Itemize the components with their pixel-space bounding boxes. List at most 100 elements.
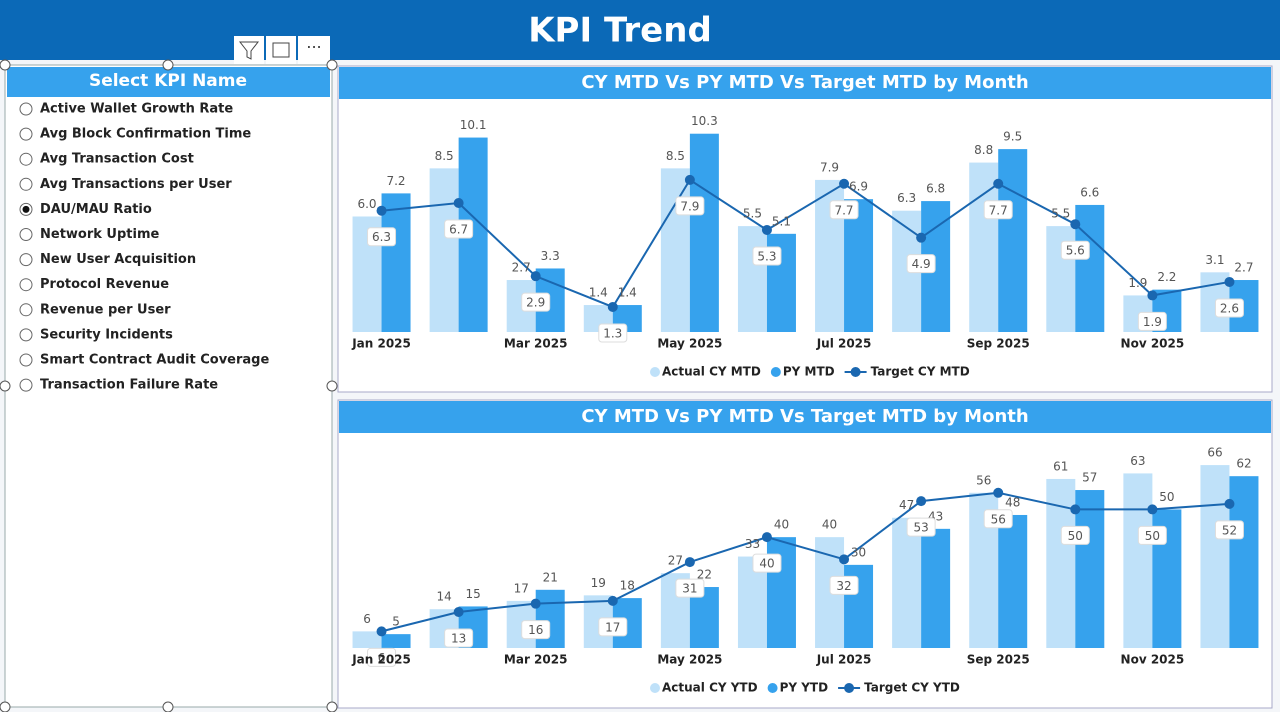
data-label: 22 — [697, 568, 712, 582]
radio[interactable] — [19, 102, 33, 116]
line-point — [1070, 219, 1081, 230]
line-point — [761, 224, 772, 235]
radio[interactable] — [19, 152, 33, 166]
data-label: 8.8 — [974, 143, 993, 157]
line-point — [376, 626, 387, 637]
data-label: 9.5 — [1003, 130, 1022, 144]
slicer-item[interactable]: Active Wallet Growth Rate — [40, 102, 233, 117]
data-label: 56 — [976, 473, 991, 487]
line-point — [761, 532, 772, 543]
line-point — [453, 198, 464, 209]
radio[interactable] — [19, 303, 33, 317]
x-tick-label: Jan 2025 — [351, 337, 411, 351]
focus-icon[interactable] — [266, 36, 296, 64]
data-label: 32 — [836, 579, 851, 593]
data-label: 6.8 — [926, 182, 945, 196]
data-label: 31 — [682, 582, 697, 596]
data-label-box — [598, 323, 628, 343]
data-label: 4.9 — [912, 257, 931, 271]
slicer-header — [7, 67, 330, 97]
data-label: 2.7 — [512, 261, 531, 275]
filter-icon[interactable] — [234, 36, 264, 64]
bar — [1075, 204, 1105, 332]
chart-title: CY MTD Vs PY MTD Vs Target MTD by Month — [581, 406, 1028, 427]
chart-title: CY MTD Vs PY MTD Vs Target MTD by Month — [581, 72, 1028, 93]
handle — [0, 59, 11, 71]
slicer-title: Select KPI Name — [89, 71, 247, 91]
target-line — [381, 178, 1230, 309]
data-label: 7.7 — [834, 203, 853, 217]
line-point — [839, 178, 850, 189]
line-point — [916, 496, 927, 507]
line-point — [993, 487, 1004, 498]
data-label-box — [1214, 298, 1244, 318]
handle — [326, 380, 338, 392]
bar — [535, 589, 565, 648]
data-label: 1.4 — [618, 286, 637, 300]
slicer-item[interactable]: New User Acquisition — [40, 252, 196, 267]
data-label: 17 — [605, 620, 620, 634]
handle — [326, 59, 338, 71]
slicer-item[interactable]: Security Incidents — [40, 327, 173, 342]
x-tick-label: Nov 2025 — [1121, 337, 1185, 351]
data-label: 56 — [991, 512, 1006, 526]
data-label: 2.7 — [1234, 261, 1253, 275]
bar — [998, 149, 1028, 332]
data-label: 50 — [1145, 529, 1160, 543]
radio[interactable] — [19, 328, 33, 342]
data-label: 3.3 — [541, 249, 560, 263]
radio[interactable] — [19, 127, 33, 141]
legend-label: PY YTD — [780, 681, 829, 695]
slicer-item[interactable]: Avg Block Confirmation Time — [40, 127, 251, 142]
chart-panel — [337, 65, 1273, 393]
data-label: 50 — [1068, 529, 1083, 543]
slicer-item[interactable]: Transaction Failure Rate — [40, 378, 218, 393]
radio[interactable] — [19, 353, 33, 367]
data-label: 1.4 — [589, 286, 608, 300]
data-label: 3.1 — [1205, 253, 1224, 267]
data-label: 1.3 — [603, 326, 622, 340]
radio[interactable] — [19, 378, 33, 392]
slicer-panel — [4, 64, 333, 708]
slicer-item[interactable]: Smart Contract Audit Coverage — [40, 353, 269, 368]
bar — [660, 168, 690, 332]
slicer-item[interactable]: DAU/MAU Ratio — [40, 202, 152, 217]
line-point — [1224, 276, 1235, 287]
data-label: 40 — [759, 557, 774, 571]
bar — [892, 517, 922, 648]
radio[interactable] — [19, 278, 33, 292]
legend-label: Target CY YTD — [864, 681, 960, 695]
radio[interactable] — [19, 177, 33, 191]
bar — [381, 193, 411, 332]
line-point — [684, 557, 695, 568]
more-icon[interactable] — [298, 36, 330, 64]
line-point — [530, 271, 541, 282]
radio[interactable] — [19, 253, 33, 267]
slicer-item[interactable]: Revenue per User — [40, 302, 171, 317]
radio[interactable] — [19, 228, 33, 241]
resize-handles — [0, 59, 338, 713]
data-label: 1.9 — [1128, 276, 1147, 290]
data-label-box — [1060, 525, 1090, 545]
slicer-item[interactable]: Network Uptime — [40, 227, 160, 242]
data-label-box — [752, 246, 782, 266]
data-label: 8.5 — [666, 149, 685, 163]
slicer-item[interactable]: Avg Transaction Cost — [40, 152, 194, 167]
data-label-box — [1137, 311, 1167, 331]
slicer-item[interactable]: Protocol Revenue — [40, 277, 169, 292]
chart-title-bar — [339, 401, 1271, 433]
data-label-box — [367, 647, 397, 667]
data-label: 2.6 — [1220, 301, 1239, 315]
data-label-box — [906, 517, 936, 537]
data-label: 6 — [363, 612, 371, 626]
slicer-item[interactable]: Avg Transactions per User — [40, 177, 232, 192]
legend-label: Target CY MTD — [871, 365, 970, 379]
legend-label: Actual CY MTD — [662, 365, 761, 379]
x-tick-label: Mar 2025 — [504, 337, 568, 351]
bar — [737, 226, 767, 332]
bar — [921, 528, 951, 648]
line-point — [1070, 504, 1081, 515]
data-label-box — [983, 200, 1013, 220]
line-point — [453, 606, 464, 617]
data-label: 33 — [745, 537, 760, 551]
